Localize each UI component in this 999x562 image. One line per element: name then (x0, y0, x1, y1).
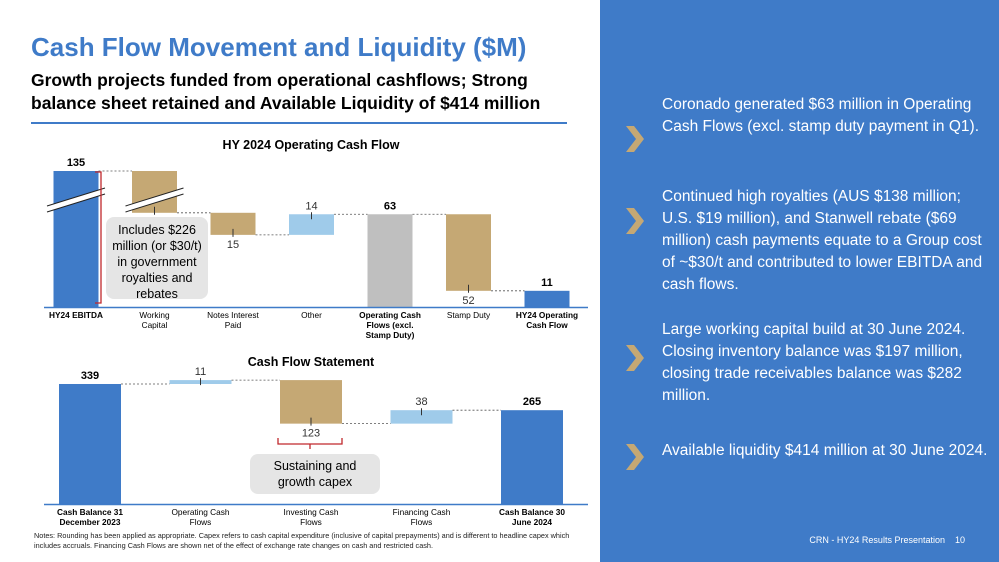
category-label: Working (139, 310, 170, 320)
category-label: Other (301, 310, 322, 320)
cash-flow-statement-chart: Cash Flow Statement 339 11 123 38 265 Cash B… (44, 355, 588, 527)
value-label: 135 (67, 157, 85, 169)
chevron-right-icon (626, 126, 644, 152)
operating-cash-flow-chart: HY 2024 Operating Cash Flow 135711514635… (44, 138, 588, 340)
page-number: 10 (954, 535, 965, 545)
chart1-bars (53, 171, 570, 307)
waterfall-bar (289, 214, 334, 235)
category-label: HY24 Operating (516, 310, 578, 320)
waterfall-bar (210, 212, 256, 235)
axis-break-line (125, 187, 184, 207)
chart1-label-ticks (154, 206, 469, 293)
category-label: Capital (142, 320, 168, 330)
footer-text: CRN - HY24 Results Presentation (809, 535, 945, 545)
waterfall-bar (59, 383, 121, 504)
waterfall-bar (390, 410, 453, 424)
value-label: 52 (462, 295, 474, 307)
chart2-label-ticks (200, 378, 422, 426)
category-label: Operating Cash (171, 507, 229, 517)
chevron-right-icon (626, 345, 644, 371)
chart1-connectors (98, 170, 525, 292)
footnotes: Notes: Rounding has been applied as appr… (34, 531, 570, 550)
axis-break (125, 188, 184, 212)
category-label: Financing Cash (393, 507, 451, 517)
axis-break (47, 188, 105, 212)
category-label: Cash Balance 30 (499, 507, 565, 517)
category-label: Stamp Duty) (366, 330, 415, 340)
category-label: Notes Interest (207, 310, 259, 320)
category-label: December 2023 (60, 517, 121, 527)
category-label: HY24 EBITDA (49, 310, 103, 320)
axis-break-line (125, 193, 184, 213)
category-label: Operating Cash (359, 310, 421, 320)
value-label: 38 (415, 396, 427, 408)
chart1-title: HY 2024 Operating Cash Flow (223, 138, 400, 152)
category-label: Flows (411, 517, 433, 527)
chevron-right-icon (626, 444, 644, 470)
capex-bracket (277, 438, 343, 449)
page-title: Cash Flow Movement and Liquidity ($M) (31, 32, 527, 62)
waterfall-bar (524, 290, 570, 307)
category-label: Flows (excl. (366, 320, 413, 330)
value-label: 265 (523, 396, 541, 408)
slide-footer: CRN - HY24 Results Presentation 10 (600, 535, 999, 545)
bullet-text: Large working capital build at 30 June 2… (662, 321, 966, 404)
category-label: Investing Cash (284, 507, 339, 517)
chevron-right-icon (626, 208, 644, 234)
waterfall-bar (280, 380, 342, 424)
bullet-text: Available liquidity $414 million at 30 J… (662, 442, 988, 459)
category-label: Flows (190, 517, 212, 527)
bullet-text: Continued high royalties (AUS $138 milli… (662, 188, 983, 293)
category-label: Stamp Duty (447, 310, 491, 320)
title-divider (31, 122, 567, 124)
value-label: 339 (81, 370, 99, 382)
category-label: Cash Balance 31 (57, 507, 123, 517)
waterfall-bar (501, 410, 563, 504)
capex-callout: Sustaining and growth capex (250, 454, 380, 494)
value-label: 11 (541, 277, 553, 289)
category-label: June 2024 (512, 517, 553, 527)
category-label: Cash Flow (526, 320, 568, 330)
chart2-value-labels: 339 11 123 38 265 (81, 366, 541, 440)
royalties-bracket (95, 171, 102, 304)
waterfall-bar (367, 214, 413, 307)
value-label: 123 (302, 428, 320, 440)
category-label: Paid (225, 320, 242, 330)
royalties-callout: Includes $226 million (or $30/t) in gove… (106, 217, 208, 301)
chart1-axis-breaks (46, 187, 184, 213)
chart2-title: Cash Flow Statement (248, 355, 375, 369)
waterfall-bar (53, 171, 99, 307)
value-label: 11 (195, 366, 206, 378)
category-label: Flows (300, 517, 322, 527)
value-label: 15 (227, 239, 239, 251)
right-panel: Coronado generated $63 million in Operat… (600, 0, 999, 562)
page-subtitle: Growth projects funded from operational … (31, 70, 541, 113)
bullet-text: Coronado generated $63 million in Operat… (662, 96, 980, 135)
left-panel: Cash Flow Movement and Liquidity ($M) Gr… (31, 32, 588, 550)
waterfall-bar (446, 214, 491, 291)
chart2-connectors (121, 379, 501, 425)
value-label: 63 (384, 200, 396, 212)
axis-break-line (46, 193, 106, 213)
value-label: 14 (305, 200, 317, 212)
axis-break-line (46, 187, 106, 207)
